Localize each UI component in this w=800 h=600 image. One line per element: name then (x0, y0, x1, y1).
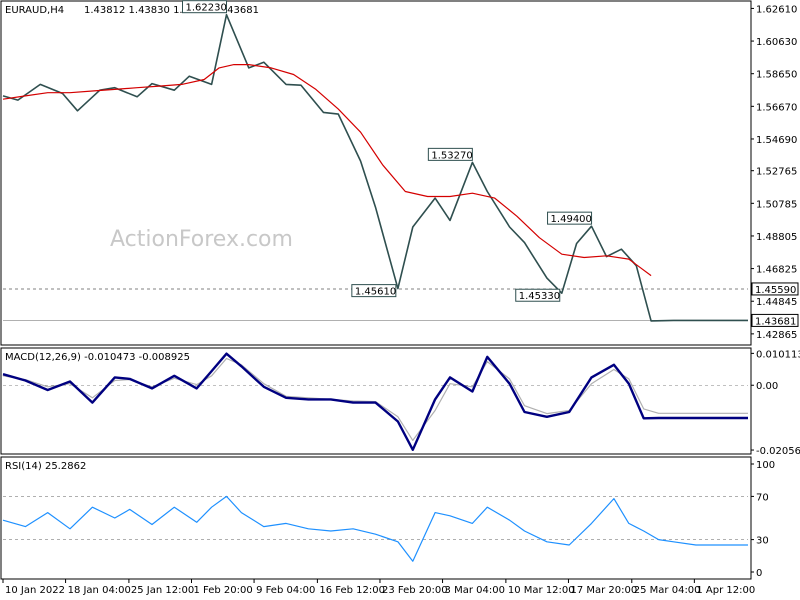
symbol-label: EURAUD,H4 (5, 5, 64, 16)
price-axis-tick-label: 1.58650 (756, 70, 797, 81)
macd-axis-tick-label: 0.00 (756, 381, 778, 392)
current-price-box (751, 313, 799, 327)
x-axis-tick-label: 25 Mar 04:00 (634, 585, 701, 596)
price-series-line (2, 13, 748, 322)
price-annotation-box (547, 211, 593, 225)
macd-title: MACD(12,26,9) -0.010473 -0.008925 (5, 352, 190, 363)
macd-panel-frame (0, 347, 752, 455)
macd-line (2, 352, 748, 451)
price-annotation-label: 1.62230 (186, 3, 227, 14)
current-price-label: 1.43681 (755, 316, 796, 327)
price-annotation-label: 1.53270 (431, 150, 472, 161)
x-axis-tick-label: 25 Jan 12:00 (131, 585, 194, 596)
x-axis-tick-label: 1 Feb 20:00 (193, 585, 252, 596)
price-axis-tick-label: 1.46825 (756, 265, 797, 276)
rsi-line (2, 495, 748, 562)
rsi-title: RSI(14) 25.2862 (5, 461, 86, 472)
price-axis-tick-label: 1.48805 (756, 232, 797, 243)
x-axis-tick-label: 17 Mar 20:00 (570, 585, 637, 596)
price-annotation-box (351, 284, 397, 298)
x-axis-tick-label: 1 Apr 12:00 (696, 585, 755, 596)
price-panel-frame (0, 0, 752, 346)
price-annotation-label: 1.45330 (519, 291, 560, 302)
support-price-label: 1.45590 (755, 285, 796, 296)
macd-axis-tick-label: 0.010113 (756, 349, 800, 360)
x-axis: 10 Jan 2022 18 Jan 04:00 25 Jan 12:00 1 Feb… (2, 579, 755, 596)
rsi-axis-tick-label: 0 (756, 568, 762, 579)
x-axis-tick-label: 10 Jan 2022 (5, 585, 65, 596)
watermark-text: ActionForex.com (110, 227, 293, 252)
price-annotation-label: 1.45610 (355, 287, 396, 298)
rsi-layer: 100 70 30 0 (2, 460, 775, 579)
ohlc-label: 1.43812 1.43830 1.43613 1.43681 (84, 5, 259, 16)
price-axis-tick-label: 1.62610 (756, 4, 797, 15)
rsi-axis-tick-label: 100 (756, 460, 775, 471)
price-axis-tick-label: 1.44845 (756, 297, 797, 308)
moving-average-line (2, 63, 652, 277)
x-axis-tick-label: 9 Feb 04:00 (256, 585, 315, 596)
price-axis-tick-label: 1.54690 (756, 135, 797, 146)
support-price-box (751, 282, 799, 296)
x-axis-tick-label: 18 Jan 04:00 (68, 585, 131, 596)
price-axis-tick-label: 1.56670 (756, 102, 797, 113)
x-axis-tick-label: 3 Mar 04:00 (445, 585, 505, 596)
price-annotation-box (182, 0, 227, 14)
rsi-panel-frame (0, 456, 752, 580)
rsi-axis-tick-label: 70 (756, 492, 769, 503)
price-axis-tick-label: 1.60630 (756, 37, 797, 48)
price-layer: 1.62610 1.60630 1.58650 1.56670 1.54690 1.527… (2, 0, 799, 341)
price-axis-tick-label: 1.52765 (756, 167, 797, 178)
price-annotation-label: 1.49400 (551, 214, 592, 225)
x-axis-tick-label: 16 Feb 12:00 (319, 585, 385, 596)
price-annotation-box (427, 147, 473, 161)
price-axis-tick-label: 1.50785 (756, 199, 797, 210)
rsi-axis-tick-label: 30 (756, 536, 769, 547)
x-axis-tick-label: 10 Mar 12:00 (508, 585, 575, 596)
price-annotation-box (515, 288, 561, 302)
price-axis-tick-label: 1.42865 (756, 330, 797, 341)
x-axis-tick-label: 23 Feb 20:00 (382, 585, 448, 596)
